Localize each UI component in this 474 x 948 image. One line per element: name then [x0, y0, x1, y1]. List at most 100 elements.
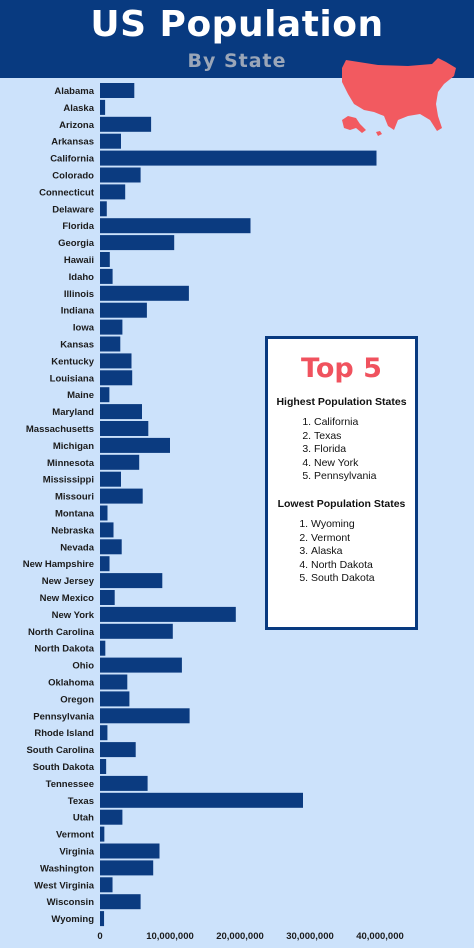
bar [100, 285, 189, 301]
category-label: Maryland [52, 407, 94, 418]
bar [100, 809, 123, 825]
category-label: Maine [67, 390, 94, 401]
bar [100, 556, 110, 572]
category-label: New Hampshire [23, 559, 94, 570]
bar [100, 539, 122, 555]
bar [100, 201, 107, 217]
category-label: Nevada [60, 542, 95, 553]
header-banner: US Population By State [0, 0, 474, 78]
bar [100, 353, 132, 369]
bar [100, 894, 141, 910]
bar [100, 505, 108, 521]
lowest-item: North Dakota [311, 559, 415, 573]
bar [100, 133, 121, 149]
category-label: Louisiana [50, 373, 95, 384]
category-label: Indiana [61, 306, 95, 317]
highest-item: Florida [314, 443, 415, 457]
category-label: Washington [40, 863, 94, 874]
x-tick-label: 40,000,000 [356, 931, 404, 942]
highest-item: Texas [314, 430, 415, 444]
highest-item: New York [314, 457, 415, 471]
category-label: Illinois [64, 289, 94, 300]
bar [100, 83, 135, 98]
bar [100, 454, 140, 470]
category-label: Hawaii [64, 255, 94, 266]
page-subtitle: By State [187, 50, 287, 72]
bar [100, 826, 105, 842]
x-tick-label: 20,000,000 [216, 931, 264, 942]
category-label: New Mexico [40, 593, 95, 604]
category-label: Arkansas [51, 137, 94, 148]
bar [100, 167, 141, 183]
lowest-list: Wyoming Vermont Alaska North Dakota Sout… [268, 518, 415, 586]
bar [100, 235, 175, 251]
bar [100, 725, 108, 741]
category-label: Idaho [69, 272, 95, 283]
lowest-title: Lowest Population States [277, 497, 406, 510]
category-label: Alabama [54, 86, 94, 97]
category-label: West Virginia [34, 880, 95, 891]
bar [100, 590, 115, 605]
x-tick-label: 30,000,000 [286, 931, 334, 942]
bar [100, 268, 113, 284]
bar [100, 877, 113, 893]
bar [100, 792, 303, 808]
category-label: Colorado [52, 171, 94, 182]
category-label: Ohio [72, 661, 94, 672]
category-label: Pennsylvania [33, 711, 94, 722]
bar [100, 775, 148, 791]
bar [100, 252, 110, 267]
highest-item: Pennsylvania [314, 470, 415, 484]
bar [100, 116, 152, 132]
top5-heading: Top 5 [301, 353, 382, 384]
category-label: Nebraska [51, 525, 94, 536]
category-label: South Dakota [33, 762, 95, 773]
bar [100, 387, 110, 403]
category-label: Oregon [60, 694, 94, 705]
lowest-item: South Dakota [311, 572, 415, 586]
category-label: Utah [73, 813, 94, 824]
category-label: Vermont [56, 830, 95, 841]
category-label: Arizona [59, 120, 95, 131]
category-label: Minnesota [47, 458, 95, 469]
category-label: Missouri [55, 492, 94, 503]
category-label: Iowa [73, 323, 95, 334]
bar [100, 691, 130, 707]
highest-item: California [314, 416, 415, 430]
category-label: Massachusetts [26, 424, 94, 435]
bar [100, 150, 377, 166]
bar [100, 843, 160, 859]
category-label: Alaska [63, 103, 94, 114]
bar [100, 421, 149, 436]
bar [100, 218, 251, 234]
bar [100, 640, 106, 656]
category-label: Wisconsin [47, 897, 95, 908]
category-label: Connecticut [39, 187, 95, 198]
category-label: Texas [68, 796, 94, 807]
bar [100, 302, 147, 318]
category-label: Wyoming [51, 914, 94, 925]
bar [100, 184, 126, 200]
page-title: US Population [90, 4, 384, 45]
bar [100, 404, 142, 420]
category-label: New Jersey [42, 576, 95, 587]
category-label: Tennessee [46, 779, 94, 790]
bar [100, 606, 236, 622]
bar [100, 623, 173, 639]
category-label: Mississippi [43, 475, 94, 486]
highest-list: California Texas Florida New York Pennsy… [268, 416, 415, 484]
category-label: South Carolina [26, 745, 94, 756]
category-label: Rhode Island [34, 728, 94, 739]
bar [100, 437, 170, 453]
category-label: Montana [55, 509, 95, 520]
lowest-item: Vermont [311, 532, 415, 546]
bar [100, 708, 190, 724]
category-label: Florida [62, 221, 94, 232]
category-label: Oklahoma [48, 678, 95, 689]
bar [100, 488, 143, 504]
bar [100, 657, 182, 673]
bar [100, 99, 106, 115]
population-bar-chart: Alabama Alaska Arizona Arkansas California Co… [23, 83, 404, 942]
bar [100, 674, 128, 690]
bar [100, 370, 133, 386]
